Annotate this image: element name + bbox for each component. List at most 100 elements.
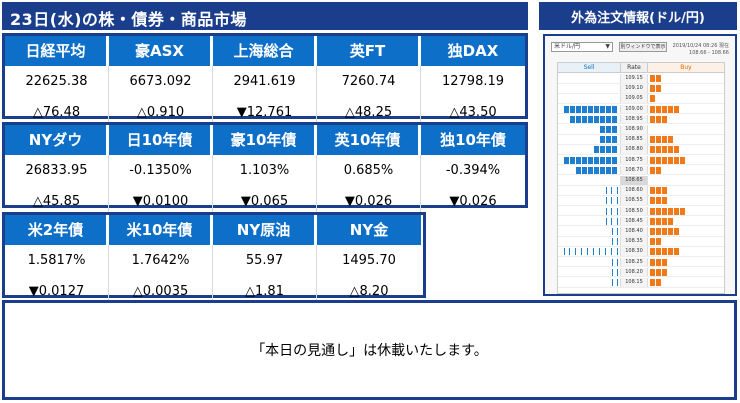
market-change: △0.910 xyxy=(109,97,213,128)
buy-order-bar xyxy=(650,187,668,195)
fx-rate: 108.70 xyxy=(620,165,648,175)
fx-rate: 108.30 xyxy=(620,247,648,256)
sell-order-bar xyxy=(564,248,618,256)
market-change: △45.85 xyxy=(5,186,109,217)
fx-rate: 108.50 xyxy=(620,206,648,216)
currency-pair-select[interactable]: 米ドル/円 ▼ xyxy=(551,42,613,52)
sell-order-bar xyxy=(606,207,618,215)
sell-order-bar xyxy=(612,279,618,286)
open-window-button[interactable]: 別ウィンドウで表示 xyxy=(619,42,667,52)
sell-order-bar xyxy=(576,166,618,174)
buy-order-bar xyxy=(650,207,686,215)
market-header: 米10年債 xyxy=(109,215,213,245)
forecast-box: 「本日の見通し」は休載いたします。 xyxy=(2,300,737,400)
fx-rate: 108.85 xyxy=(620,135,648,144)
sell-orders xyxy=(558,186,620,195)
fx-rate: 108.75 xyxy=(620,155,648,165)
market-changes-row: △45.85 ▼0.0100 ▼0.065 ▼0.026 ▼0.026 xyxy=(5,186,525,217)
fx-order-row: 109.05 xyxy=(558,94,724,104)
buy-order-bar xyxy=(650,85,662,93)
sell-order-bar xyxy=(600,136,618,144)
buy-orders xyxy=(648,84,724,93)
fx-order-row: 108.30 xyxy=(558,247,724,257)
fx-order-row: 108.70 xyxy=(558,165,724,176)
buy-order-bar xyxy=(650,228,680,235)
fx-order-row: 108.40 xyxy=(558,227,724,237)
fx-rate: 108.45 xyxy=(620,216,648,226)
forecast-text: 「本日の見通し」は休載いたします。 xyxy=(251,343,488,359)
market-value: 1.103% xyxy=(213,155,317,186)
buy-order-bar xyxy=(650,156,686,164)
buy-orders xyxy=(648,278,724,287)
sell-orders xyxy=(558,105,620,114)
market-header: 英10年債 xyxy=(317,125,421,155)
fx-order-row: 108.25 xyxy=(558,257,724,268)
market-value: 22625.38 xyxy=(5,66,109,97)
market-value: 55.97 xyxy=(213,245,317,276)
sell-order-bar xyxy=(612,268,618,276)
market-header: 米2年債 xyxy=(5,215,109,245)
market-changes-row: △76.48 △0.910 ▼12.761 △48.25 △43.50 xyxy=(5,97,525,128)
market-change: ▼12.761 xyxy=(213,97,317,128)
buy-order-bar xyxy=(650,248,680,256)
fx-rate: 108.65 xyxy=(620,176,648,185)
fx-rate: 109.05 xyxy=(620,94,648,103)
buy-orders xyxy=(648,105,724,114)
market-header: 豪10年債 xyxy=(213,125,317,155)
fx-rate: 109.00 xyxy=(620,104,648,114)
fx-order-row: 108.50 xyxy=(558,206,724,217)
market-header: NY金 xyxy=(317,215,421,245)
market-change: △48.25 xyxy=(317,97,421,128)
sell-orders xyxy=(558,258,620,267)
fx-order-title: 外為注文情報(ドル/円) xyxy=(539,2,737,30)
buy-order-bar xyxy=(650,197,668,205)
fx-order-row: 109.15 xyxy=(558,74,724,84)
buy-column-header: Buy xyxy=(648,63,724,72)
market-header: NYダウ xyxy=(5,125,109,155)
market-panel-bonds: NYダウ 日10年債 豪10年債 英10年債 独10年債 26833.95 -0.1350%… xyxy=(2,122,528,217)
market-change: △8.20 xyxy=(349,284,389,299)
sell-order-bar xyxy=(606,187,618,195)
market-values-row: 1.5817% 1.7642% 55.97 1495.70 xyxy=(5,245,423,276)
buy-orders xyxy=(648,115,724,124)
buy-orders xyxy=(648,207,724,216)
fx-rate: 108.20 xyxy=(620,267,648,277)
market-panel-equities: 日経平均 豪ASX 上海総合 英FT 独DAX 22625.38 6673.092 2941.… xyxy=(2,33,528,128)
buy-orders xyxy=(648,176,724,185)
fx-datetime: 2019/10/24 08:26 現在 xyxy=(672,43,729,49)
buy-orders xyxy=(648,268,724,277)
market-header: 英FT xyxy=(317,36,421,66)
chevron-down-icon: ▼ xyxy=(605,43,610,50)
buy-orders xyxy=(648,156,724,165)
sell-order-bar xyxy=(600,126,618,133)
buy-orders xyxy=(648,125,724,134)
sell-orders xyxy=(558,207,620,216)
rate-column-header: Rate xyxy=(620,63,648,72)
sell-orders xyxy=(558,94,620,103)
market-change: △1.81 xyxy=(213,276,317,307)
sell-order-bar xyxy=(594,146,618,154)
market-header: 豪ASX xyxy=(109,36,213,66)
fx-order-row: 108.85 xyxy=(558,135,724,145)
fx-order-row: 108.20 xyxy=(558,267,724,278)
buy-orders xyxy=(648,145,724,154)
sell-order-bar xyxy=(570,115,618,123)
buy-order-bar xyxy=(650,279,662,286)
fx-order-row: 108.80 xyxy=(558,145,724,155)
fx-order-row: 108.65 xyxy=(558,176,724,186)
market-header: 独DAX xyxy=(421,36,525,66)
fx-rate: 108.95 xyxy=(620,114,648,124)
page-title: 23日(水)の株・債券・商品市場 xyxy=(2,2,528,30)
market-values-row: 22625.38 6673.092 2941.619 7260.74 12798.19 xyxy=(5,66,525,97)
sell-orders xyxy=(558,166,620,175)
fx-order-row: 108.35 xyxy=(558,237,724,247)
buy-orders xyxy=(648,217,724,226)
buy-orders xyxy=(648,247,724,256)
sell-orders xyxy=(558,196,620,205)
sell-orders xyxy=(558,135,620,144)
fx-order-row: 108.45 xyxy=(558,216,724,227)
fx-order-row: 108.75 xyxy=(558,155,724,166)
sell-column-header: Sell xyxy=(558,63,620,72)
market-change: ▼0.0100 xyxy=(109,186,213,217)
market-value: 2941.619 xyxy=(213,66,317,97)
